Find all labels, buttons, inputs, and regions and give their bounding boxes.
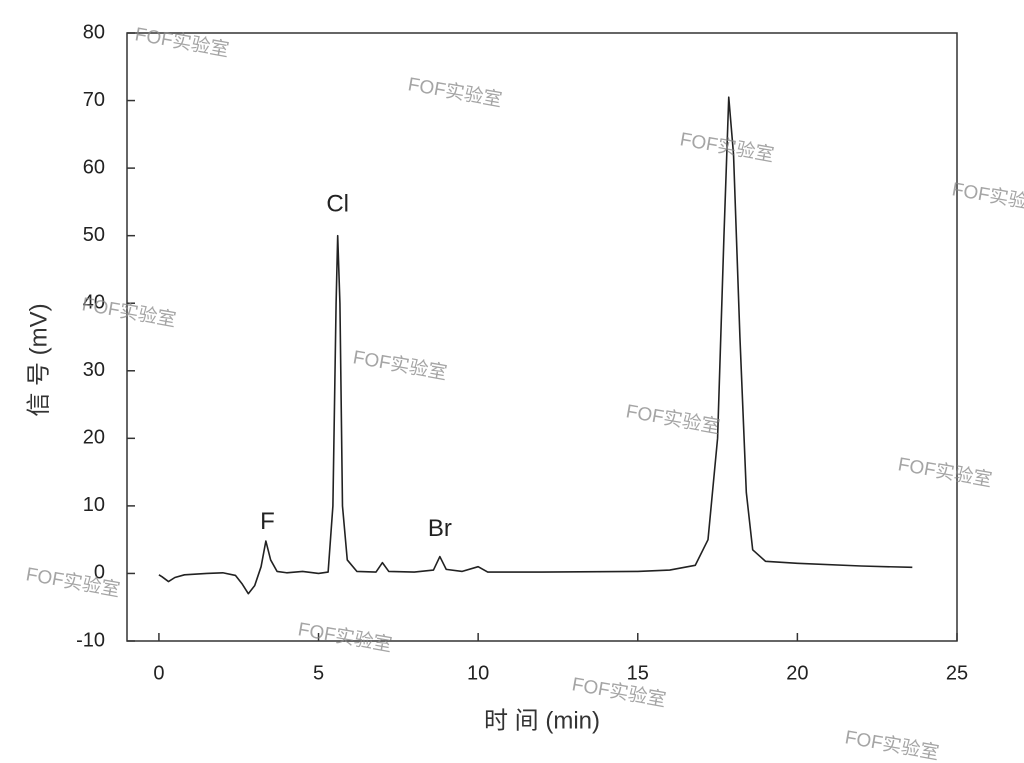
y-tick-label: 0	[94, 562, 105, 584]
y-tick-label: -10	[76, 629, 105, 651]
y-axis-title: 信 号 (mV)	[25, 303, 52, 416]
peak-label: Br	[428, 515, 452, 542]
watermark: FOF实验室	[570, 673, 667, 711]
watermark: FOF实验室	[843, 726, 940, 763]
watermark: FOF实验室	[133, 23, 230, 61]
peak-label: F	[260, 508, 275, 535]
y-tick-label: 30	[83, 359, 105, 381]
watermark: FOF实验室	[351, 346, 448, 384]
x-tick-label: 15	[627, 662, 649, 684]
watermark: FOF实验室	[24, 563, 121, 601]
plot-frame	[126, 32, 958, 642]
x-tick-label: 0	[153, 662, 164, 684]
x-tick-label: 10	[467, 662, 489, 684]
x-axis-title: 时 间 (min)	[484, 707, 600, 734]
watermark: FOF实验室	[406, 73, 503, 111]
watermark: FOF实验室	[624, 400, 721, 438]
watermark: FOF实验室	[950, 178, 1024, 216]
peak-label: Cl	[326, 191, 349, 218]
y-tick-label: 10	[83, 494, 105, 516]
x-tick-label: 20	[786, 662, 808, 684]
y-tick-label: 20	[83, 427, 105, 449]
watermark: FOF实验室	[296, 618, 393, 656]
x-tick-label: 5	[313, 662, 324, 684]
y-tick-label: 80	[83, 21, 105, 43]
y-tick-label: 70	[83, 89, 105, 111]
x-tick-label: 25	[946, 662, 968, 684]
watermark: FOF实验室	[80, 293, 177, 331]
y-tick-label: 50	[83, 224, 105, 246]
watermark: FOF实验室	[896, 453, 993, 491]
y-tick-label: 60	[83, 156, 105, 178]
y-tick-label: 40	[83, 292, 105, 314]
signal-line	[158, 96, 913, 595]
